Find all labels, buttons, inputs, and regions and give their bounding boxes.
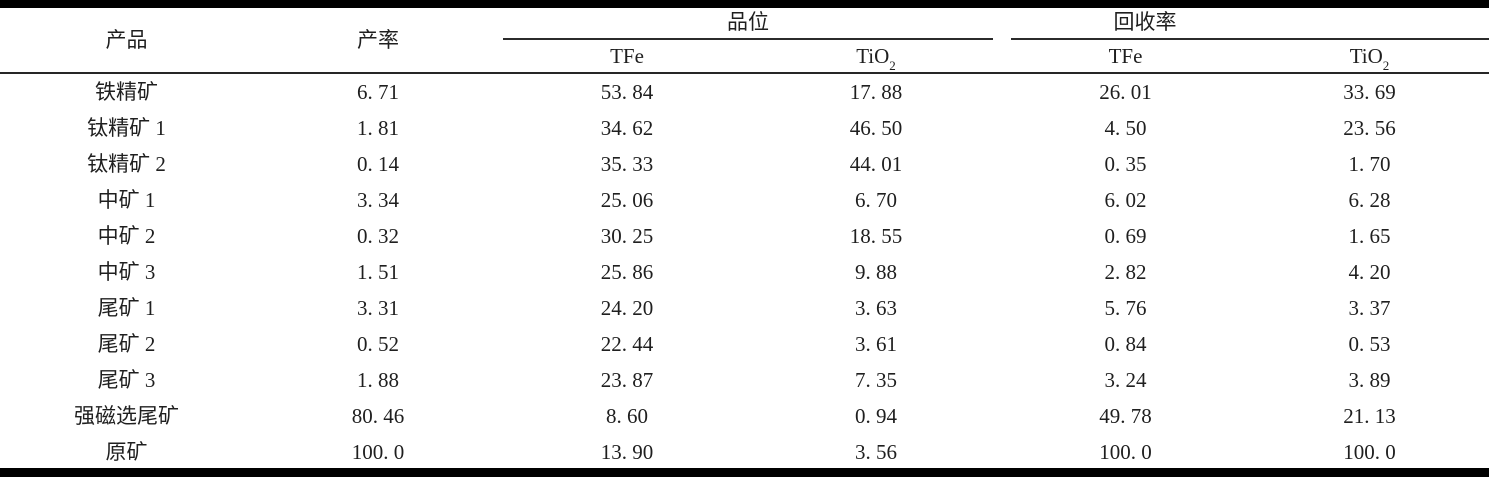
tio2-subscript: 2 xyxy=(1382,57,1390,73)
table-body: 铁精矿 6. 71 53. 84 17. 88 26. 01 33. 69 钛精… xyxy=(0,73,1489,470)
table-row: 中矿 2 0. 32 30. 25 18. 55 0. 69 1. 65 xyxy=(0,218,1489,254)
table-row: 尾矿 1 3. 31 24. 20 3. 63 5. 76 3. 37 xyxy=(0,290,1489,326)
recovery-tio2-cell: 21. 13 xyxy=(1343,403,1396,428)
recovery-tfe-cell: 3. 24 xyxy=(1104,367,1147,392)
product-cell: 尾矿 3 xyxy=(97,367,156,392)
product-cell: 中矿 2 xyxy=(97,223,156,248)
recovery-group-label: 回收率 xyxy=(1113,9,1177,34)
col-header-product: 产品 xyxy=(105,27,148,52)
grade-tio2-cell: 9. 88 xyxy=(855,259,897,284)
grade-tfe-cell: 25. 06 xyxy=(600,187,654,212)
recovery-tio2-cell: 3. 37 xyxy=(1348,295,1391,320)
product-cell: 钛精矿 1 xyxy=(87,115,166,140)
group-header-grade: 品位 xyxy=(503,8,1001,40)
table-row: 尾矿 3 1. 88 23. 87 7. 35 3. 24 3. 89 xyxy=(0,362,1489,398)
recovery-tio2-cell: 1. 65 xyxy=(1348,223,1391,248)
recovery-tfe-cell: 6. 02 xyxy=(1104,187,1147,212)
table-row: 原矿 100. 0 13. 90 3. 56 100. 0 100. 0 xyxy=(0,434,1489,470)
table-top-rule xyxy=(0,0,1489,8)
recovery-tio2-cell: 33. 69 xyxy=(1343,79,1396,104)
yield-cell: 3. 34 xyxy=(357,187,399,212)
grade-tio2-cell: 18. 55 xyxy=(849,223,903,248)
recovery-tfe-cell: 100. 0 xyxy=(1099,439,1152,464)
product-cell: 原矿 xyxy=(105,439,148,464)
grade-tio2-cell: 46. 50 xyxy=(849,115,903,140)
yield-cell: 1. 88 xyxy=(357,367,399,392)
grade-tfe-cell: 35. 33 xyxy=(600,151,654,176)
table-row: 中矿 3 1. 51 25. 86 9. 88 2. 82 4. 20 xyxy=(0,254,1489,290)
header-group-row: 产品 产率 品位 回收率 xyxy=(0,8,1489,50)
recovery-tio2-cell: 0. 53 xyxy=(1348,331,1391,356)
recovery-tfe-cell: 0. 69 xyxy=(1104,223,1147,248)
yield-cell: 3. 31 xyxy=(357,295,399,320)
grade-tfe-cell: 22. 44 xyxy=(600,331,654,356)
subheader-grade-tio2: TiO2 xyxy=(751,40,1001,73)
yield-cell: 0. 14 xyxy=(357,151,399,176)
recovery-tfe-cell: 0. 84 xyxy=(1104,331,1147,356)
grade-tfe-cell: 25. 86 xyxy=(600,259,654,284)
grade-tfe-cell: 34. 62 xyxy=(600,115,654,140)
grade-tfe-cell: 53. 84 xyxy=(600,79,654,104)
recovery-tio2-cell: 6. 28 xyxy=(1348,187,1391,212)
tio2-formula: TiO xyxy=(1349,43,1383,68)
grade-tio2-cell: 17. 88 xyxy=(849,79,903,104)
product-cell: 尾矿 2 xyxy=(97,331,156,356)
grade-tio2-cell: 3. 63 xyxy=(855,295,897,320)
table-header: 产品 产率 品位 回收率 TFe TiO2 TFe TiO2 xyxy=(0,8,1489,73)
subheader-recovery-tfe: TFe xyxy=(1108,43,1143,68)
grade-tio2-cell: 7. 35 xyxy=(855,367,897,392)
product-cell: 强磁选尾矿 xyxy=(74,403,179,428)
table-bottom-rule xyxy=(0,468,1489,477)
recovery-tio2-cell: 23. 56 xyxy=(1343,115,1396,140)
yield-cell: 0. 32 xyxy=(357,223,399,248)
product-cell: 铁精矿 xyxy=(95,79,158,104)
grade-tio2-cell: 3. 56 xyxy=(855,439,897,464)
product-cell: 中矿 1 xyxy=(97,187,156,212)
grade-group-label: 品位 xyxy=(727,9,769,34)
recovery-tio2-cell: 100. 0 xyxy=(1343,439,1396,464)
table-row: 强磁选尾矿 80. 46 8. 60 0. 94 49. 78 21. 13 xyxy=(0,398,1489,434)
table-row: 中矿 1 3. 34 25. 06 6. 70 6. 02 6. 28 xyxy=(0,182,1489,218)
yield-cell: 1. 51 xyxy=(357,259,399,284)
yield-cell: 0. 52 xyxy=(357,331,399,356)
yield-cell: 1. 81 xyxy=(357,115,399,140)
grade-tfe-cell: 23. 87 xyxy=(600,367,654,392)
table-row: 铁精矿 6. 71 53. 84 17. 88 26. 01 33. 69 xyxy=(0,73,1489,110)
header-sub-row: TFe TiO2 TFe TiO2 xyxy=(0,40,1489,73)
tio2-subscript: 2 xyxy=(889,57,896,73)
recovery-tfe-cell: 4. 50 xyxy=(1104,115,1147,140)
product-cell: 中矿 3 xyxy=(97,259,156,284)
yield-cell: 80. 46 xyxy=(351,403,405,428)
recovery-tfe-cell: 49. 78 xyxy=(1099,403,1152,428)
grade-tio2-cell: 3. 61 xyxy=(855,331,897,356)
recovery-tio2-cell: 4. 20 xyxy=(1348,259,1391,284)
product-cell: 尾矿 1 xyxy=(97,295,156,320)
recovery-tfe-cell: 26. 01 xyxy=(1099,79,1152,104)
tio2-formula: TiO xyxy=(856,43,890,68)
col-header-yield: 产率 xyxy=(357,27,399,52)
recovery-tfe-cell: 0. 35 xyxy=(1104,151,1147,176)
grade-tio2-cell: 44. 01 xyxy=(849,151,903,176)
product-cell: 钛精矿 2 xyxy=(87,151,166,176)
recovery-tfe-cell: 2. 82 xyxy=(1104,259,1147,284)
products-table: 产品 产率 品位 回收率 TFe TiO2 TFe TiO2 xyxy=(0,8,1489,470)
recovery-tfe-cell: 5. 76 xyxy=(1104,295,1147,320)
grade-tio2-cell: 6. 70 xyxy=(855,187,897,212)
yield-cell: 100. 0 xyxy=(351,439,405,464)
grade-tio2-cell: 0. 94 xyxy=(855,403,897,428)
recovery-tio2-cell: 3. 89 xyxy=(1348,367,1391,392)
table-row: 尾矿 2 0. 52 22. 44 3. 61 0. 84 0. 53 xyxy=(0,326,1489,362)
grade-tfe-cell: 30. 25 xyxy=(600,223,654,248)
grade-tfe-cell: 13. 90 xyxy=(600,439,654,464)
grade-tfe-cell: 24. 20 xyxy=(600,295,654,320)
subheader-recovery-tio2: TiO2 xyxy=(1250,40,1489,73)
yield-cell: 6. 71 xyxy=(357,79,399,104)
grade-tfe-cell: 8. 60 xyxy=(606,403,648,428)
table-row: 钛精矿 2 0. 14 35. 33 44. 01 0. 35 1. 70 xyxy=(0,146,1489,182)
recovery-tio2-cell: 1. 70 xyxy=(1348,151,1391,176)
table-row: 钛精矿 1 1. 81 34. 62 46. 50 4. 50 23. 56 xyxy=(0,110,1489,146)
subheader-grade-tfe: TFe xyxy=(610,43,644,68)
group-header-recovery: 回收率 xyxy=(1001,8,1489,40)
